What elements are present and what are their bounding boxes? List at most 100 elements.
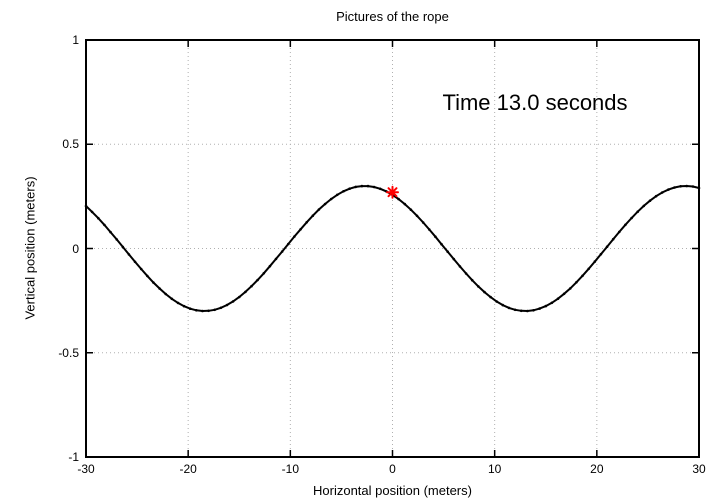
rope-sample-dot bbox=[354, 185, 358, 189]
y-tick-label: 1 bbox=[72, 33, 79, 47]
rope-sample-dot bbox=[299, 228, 302, 231]
x-tick-label: 10 bbox=[487, 462, 502, 476]
rope-sample-dot bbox=[317, 208, 321, 211]
rope-sample-dot bbox=[618, 230, 621, 234]
rope-sample-dot bbox=[201, 309, 204, 313]
rope-sample-dot bbox=[139, 267, 143, 271]
rope-sample-dot bbox=[293, 235, 296, 238]
rope-sample-dot bbox=[121, 245, 125, 249]
rope-sample-dot bbox=[336, 193, 339, 197]
time-marker-asterisk bbox=[387, 187, 398, 198]
rope-sample-dot bbox=[660, 191, 664, 194]
rope-sample-dot bbox=[170, 297, 174, 301]
rope-sample-dot bbox=[501, 303, 505, 307]
rope-sample-dot bbox=[489, 295, 492, 299]
rope-sample-dot bbox=[562, 292, 566, 296]
rope-sample-dot bbox=[403, 202, 407, 206]
rope-sample-dot bbox=[691, 185, 695, 188]
rope-sample-dot bbox=[569, 287, 572, 290]
rope-sample-dot bbox=[342, 190, 345, 193]
rope-sample-dot bbox=[667, 188, 670, 191]
rope-sample-dot bbox=[605, 245, 609, 248]
rope-sample-dot bbox=[397, 197, 400, 201]
rope-sample-dot bbox=[280, 250, 284, 253]
rope-sample-dot bbox=[244, 290, 247, 294]
plot-border bbox=[85, 39, 700, 458]
rope-sample-dot bbox=[477, 285, 480, 288]
rope-sample-dot bbox=[483, 290, 486, 294]
rope-sample-dot bbox=[611, 237, 615, 241]
rope-sample-dot bbox=[127, 253, 131, 256]
rope-sample-dot bbox=[372, 185, 376, 189]
rope-sample-dot bbox=[360, 184, 364, 188]
chart-title: Pictures of the rope bbox=[336, 9, 449, 24]
rope-sample-dot bbox=[544, 304, 548, 308]
rope-sample-dot bbox=[409, 208, 413, 211]
rope-sample-dot bbox=[679, 185, 682, 188]
rope-sample-dot bbox=[238, 295, 241, 299]
rope-sample-dot bbox=[538, 307, 541, 310]
rope-sample-dot bbox=[575, 281, 578, 284]
y-tick-label: -1 bbox=[68, 450, 79, 464]
rope-sample-dot bbox=[446, 250, 450, 253]
rope-sample-dot bbox=[366, 184, 370, 188]
rope-sample-dot bbox=[513, 308, 517, 312]
rope-sample-dot bbox=[182, 304, 186, 308]
rope-sample-dot bbox=[532, 309, 535, 312]
rope-sample-dot bbox=[256, 278, 259, 282]
rope-sample-dot bbox=[697, 186, 701, 190]
rope-sample-dot bbox=[268, 264, 272, 268]
rope-sample-dot bbox=[146, 274, 149, 278]
rope-sample-dot bbox=[250, 284, 253, 288]
rope-sample-dot bbox=[636, 210, 639, 213]
x-tick-label: 20 bbox=[590, 462, 604, 476]
rope-sample-dot bbox=[581, 274, 584, 278]
rope-sample-dot bbox=[452, 257, 456, 261]
rope-sample-dot bbox=[428, 228, 431, 231]
time-annotation: Time 13.0 seconds bbox=[442, 90, 628, 115]
rope-sample-dot bbox=[176, 301, 180, 305]
rope-sample-dot bbox=[84, 204, 88, 208]
y-tick-label: 0.5 bbox=[62, 137, 79, 152]
rope-sample-dot bbox=[274, 257, 278, 261]
rope-sample-dot bbox=[133, 260, 137, 264]
x-tick-label: -30 bbox=[77, 462, 95, 476]
rope-sample-dot bbox=[673, 186, 676, 189]
rope-sample-dot bbox=[648, 199, 652, 202]
rope-sample-dot bbox=[158, 287, 161, 290]
rope-sample-dot bbox=[378, 187, 382, 191]
rope-sample-dot bbox=[642, 204, 646, 208]
rope-sample-dot bbox=[526, 309, 529, 313]
rope-sample-dot bbox=[685, 184, 688, 188]
rope-sample-dot bbox=[440, 242, 443, 246]
x-tick-label: 0 bbox=[389, 462, 396, 476]
rope-sample-dot bbox=[219, 306, 223, 310]
rope-sample-dot bbox=[311, 214, 315, 217]
rope-sample-dot bbox=[495, 300, 499, 303]
rope-sample-dot bbox=[164, 292, 167, 296]
rope-sample-dot bbox=[109, 230, 112, 234]
rope-sample-dot bbox=[458, 265, 462, 268]
rope-sample-dot bbox=[599, 252, 603, 256]
x-tick-label: 30 bbox=[692, 462, 706, 476]
rope-sample-dot bbox=[231, 300, 235, 303]
rope-sample-dot bbox=[329, 197, 333, 201]
x-tick-label: -10 bbox=[281, 462, 299, 476]
rope-sample-dot bbox=[348, 187, 351, 190]
rope-sample-dot bbox=[262, 272, 266, 275]
rope-sample-dot bbox=[195, 309, 198, 312]
y-axis-label: Vertical position (meters) bbox=[22, 176, 38, 320]
rope-sample-dot bbox=[556, 297, 560, 301]
rope-sample-dot bbox=[470, 278, 474, 282]
y-tick-label: 0 bbox=[72, 241, 79, 256]
rope-sample-dot bbox=[188, 307, 192, 311]
rope-sample-dot bbox=[654, 194, 658, 198]
rope-sample-dot bbox=[630, 216, 633, 220]
rope-sample-dot bbox=[587, 267, 590, 271]
rope-sample-dot bbox=[323, 202, 327, 206]
rope-sample-dot bbox=[287, 242, 290, 246]
rope-sample-dot bbox=[421, 221, 425, 224]
rope-sample-dot bbox=[152, 281, 155, 284]
